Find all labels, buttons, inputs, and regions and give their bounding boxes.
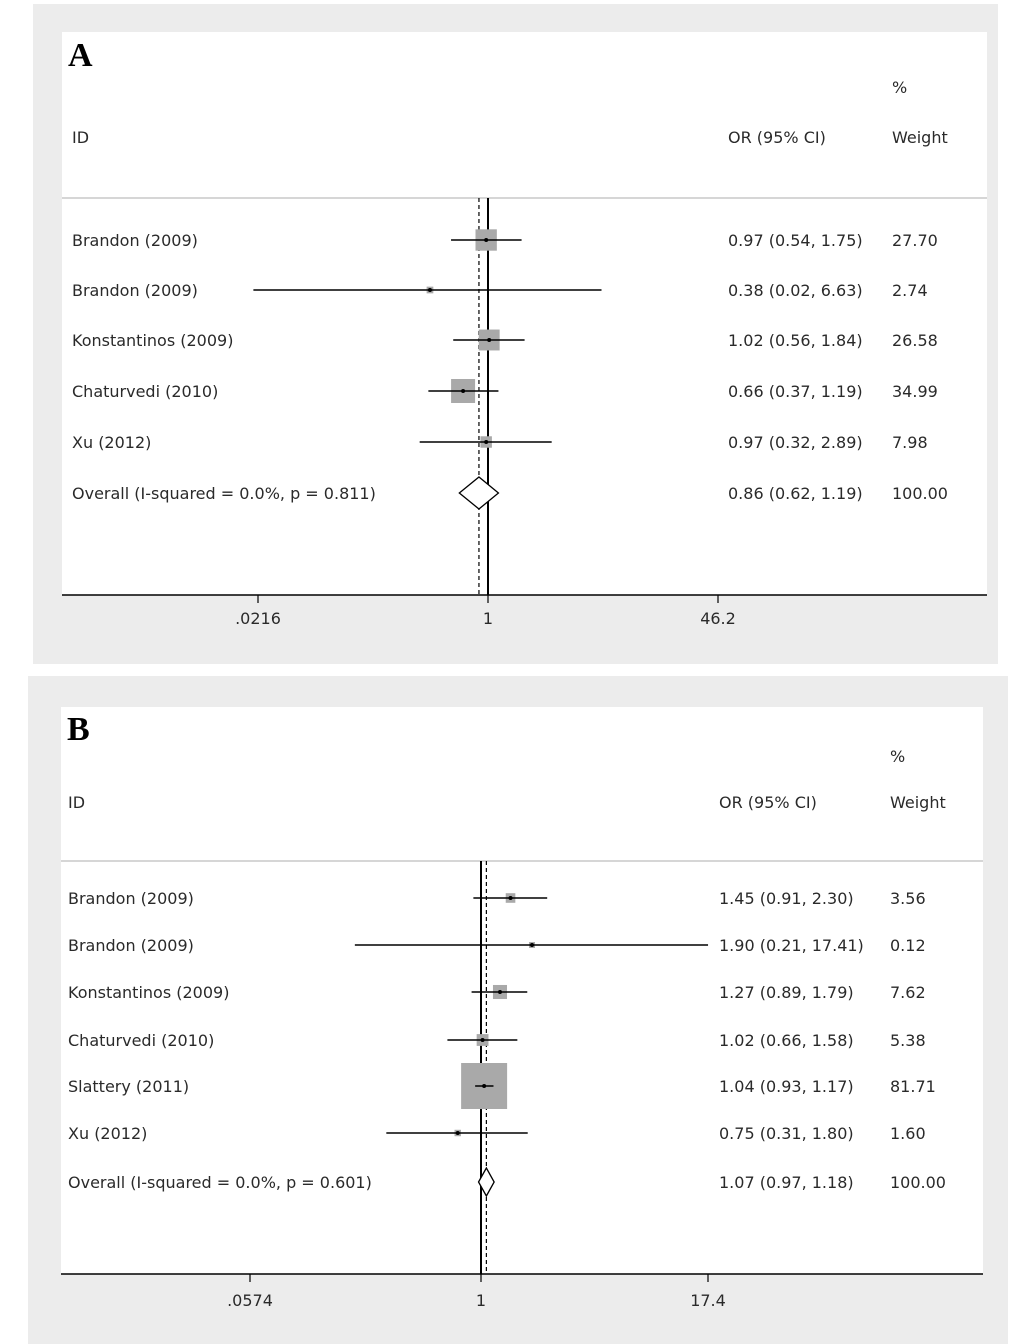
x-tick-label: 1 — [476, 1291, 486, 1310]
study-weight: 27.70 — [892, 231, 938, 250]
header-or-ci: OR (95% CI) — [719, 793, 817, 812]
overall-label: Overall (I-squared = 0.0%, p = 0.601) — [68, 1173, 372, 1192]
study-or-ci: 1.45 (0.91, 2.30) — [719, 889, 854, 908]
study-label: Konstantinos (2009) — [72, 331, 233, 350]
study-or-ci: 0.38 (0.02, 6.63) — [728, 281, 863, 300]
study-label: Chaturvedi (2010) — [72, 382, 218, 401]
study-label: Brandon (2009) — [72, 231, 198, 250]
study-or-ci: 1.90 (0.21, 17.41) — [719, 936, 864, 955]
x-tick-label: .0574 — [227, 1291, 273, 1310]
point-estimate — [427, 288, 432, 292]
plot-area-b — [61, 707, 983, 1274]
overall-weight: 100.00 — [892, 484, 948, 503]
header-or-ci: OR (95% CI) — [728, 128, 826, 147]
study-or-ci: 0.97 (0.32, 2.89) — [728, 433, 863, 452]
point-estimate — [455, 1131, 460, 1135]
plot-area-a — [62, 32, 987, 595]
study-label: Slattery (2011) — [68, 1077, 189, 1096]
study-weight: 7.62 — [890, 983, 926, 1002]
overall-diamond — [458, 476, 500, 510]
point-estimate — [482, 1084, 487, 1088]
panel-label-b: B — [67, 711, 90, 748]
study-label: Xu (2012) — [68, 1124, 147, 1143]
point-estimate — [497, 990, 502, 994]
overall-or-ci: 0.86 (0.62, 1.19) — [728, 484, 863, 503]
point-estimate — [530, 943, 535, 947]
header-percent: % — [890, 747, 905, 766]
point-estimate — [480, 1038, 485, 1042]
study-weight: 7.98 — [892, 433, 928, 452]
x-tick-label: 1 — [483, 609, 493, 628]
point-estimate — [508, 896, 513, 900]
study-weight: 0.12 — [890, 936, 926, 955]
study-weight: 5.38 — [890, 1031, 926, 1050]
point-estimate — [484, 440, 489, 444]
study-weight: 3.56 — [890, 889, 926, 908]
study-label: Brandon (2009) — [72, 281, 198, 300]
study-weight: 2.74 — [892, 281, 928, 300]
x-tick-label: 46.2 — [700, 609, 736, 628]
x-tick-label: 17.4 — [690, 1291, 726, 1310]
study-weight: 81.71 — [890, 1077, 936, 1096]
x-tick-label: .0216 — [235, 609, 281, 628]
overall-label: Overall (I-squared = 0.0%, p = 0.811) — [72, 484, 376, 503]
point-estimate — [461, 389, 466, 393]
header-id: ID — [68, 793, 85, 812]
study-or-ci: 1.02 (0.56, 1.84) — [728, 331, 863, 350]
study-or-ci: 1.04 (0.93, 1.17) — [719, 1077, 854, 1096]
study-weight: 34.99 — [892, 382, 938, 401]
overall-or-ci: 1.07 (0.97, 1.18) — [719, 1173, 854, 1192]
panel-label-a: A — [68, 37, 93, 74]
study-or-ci: 0.97 (0.54, 1.75) — [728, 231, 863, 250]
study-label: Konstantinos (2009) — [68, 983, 229, 1002]
header-weight: Weight — [890, 793, 946, 812]
study-label: Xu (2012) — [72, 433, 151, 452]
study-or-ci: 0.75 (0.31, 1.80) — [719, 1124, 854, 1143]
study-or-ci: 0.66 (0.37, 1.19) — [728, 382, 863, 401]
header-id: ID — [72, 128, 89, 147]
study-label: Brandon (2009) — [68, 936, 194, 955]
study-label: Chaturvedi (2010) — [68, 1031, 214, 1050]
overall-diamond — [477, 1166, 495, 1198]
study-weight: 26.58 — [892, 331, 938, 350]
study-or-ci: 1.27 (0.89, 1.79) — [719, 983, 854, 1002]
study-label: Brandon (2009) — [68, 889, 194, 908]
point-estimate — [484, 238, 489, 242]
study-or-ci: 1.02 (0.66, 1.58) — [719, 1031, 854, 1050]
header-weight: Weight — [892, 128, 948, 147]
header-percent: % — [892, 78, 907, 97]
study-weight: 1.60 — [890, 1124, 926, 1143]
overall-weight: 100.00 — [890, 1173, 946, 1192]
point-estimate — [487, 338, 492, 342]
